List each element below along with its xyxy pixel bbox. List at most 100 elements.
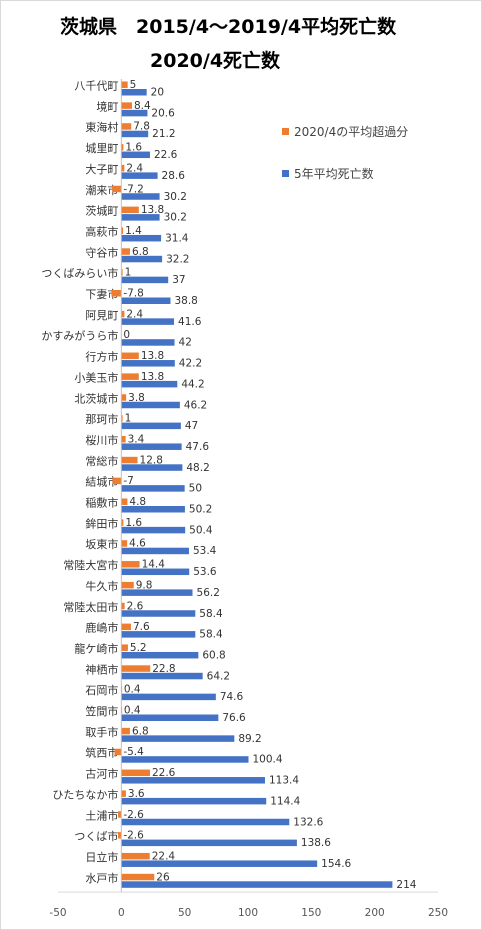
value-label-average: 21.2 <box>152 128 175 140</box>
value-label-excess: 12.8 <box>140 454 163 466</box>
category-label: 下妻市 <box>85 287 118 301</box>
value-label-average: 74.6 <box>220 691 244 703</box>
value-label-average: 53.4 <box>193 545 217 557</box>
category-label: 桜川市 <box>85 433 118 447</box>
category-label: 水戸市 <box>85 871 118 885</box>
category-label: 取手市 <box>85 725 118 739</box>
bar-average <box>121 860 318 867</box>
value-label-excess: -7.8 <box>123 288 144 300</box>
bar-average <box>121 380 178 388</box>
bar-average <box>121 443 182 450</box>
value-label-average: 58.4 <box>199 608 223 620</box>
x-tick-label: 150 <box>301 907 321 919</box>
category-label: 常陸太田市 <box>63 600 118 614</box>
category-label: かすみがうら市 <box>41 329 118 343</box>
category-label: 守谷市 <box>85 245 118 259</box>
value-label-average: 47 <box>185 420 198 432</box>
value-label-excess: -2.6 <box>123 830 144 842</box>
value-label-average: 89.2 <box>238 733 261 745</box>
bar-excess <box>112 185 122 193</box>
value-label-average: 20.6 <box>151 107 175 119</box>
category-label: 大子町 <box>85 162 118 176</box>
category-label: 筑西市 <box>85 746 118 760</box>
value-label-average: 100.4 <box>253 754 283 766</box>
value-label-excess: 13.8 <box>141 350 164 362</box>
value-label-excess: 4.8 <box>129 496 146 508</box>
bar-excess <box>121 352 139 360</box>
bar-average <box>121 651 199 659</box>
value-label-excess: 2.4 <box>126 308 143 320</box>
bar-average <box>121 151 150 159</box>
x-tick-label: 0 <box>118 907 125 919</box>
value-label-average: 60.8 <box>202 649 225 661</box>
value-label-excess: 2.4 <box>126 162 143 174</box>
bar-excess <box>121 769 150 777</box>
legend-swatch <box>282 128 289 135</box>
bar-excess <box>121 206 139 214</box>
bar-average <box>121 193 160 200</box>
bar-excess <box>121 540 128 547</box>
x-tick-label: 100 <box>238 907 258 919</box>
value-label-average: 58.4 <box>199 629 223 641</box>
category-label: 東海村 <box>85 120 118 134</box>
category-label: 高萩市 <box>85 224 118 238</box>
bar-average <box>121 672 203 680</box>
category-label: 牛久市 <box>85 579 118 593</box>
bar-excess <box>118 811 122 818</box>
bar-average <box>121 610 196 617</box>
bar-average <box>121 234 162 242</box>
bar-excess <box>121 561 140 568</box>
bar-average <box>121 568 190 576</box>
value-label-excess: 0 <box>123 329 130 341</box>
category-label: 小美玉市 <box>74 370 118 384</box>
value-label-excess: 8.4 <box>134 100 151 112</box>
bar-average <box>121 297 171 304</box>
value-label-excess: -7 <box>123 475 133 487</box>
value-label-average: 32.2 <box>166 253 189 265</box>
bar-average <box>121 735 235 742</box>
value-label-average: 30.2 <box>164 191 187 203</box>
category-label: 鹿嶋市 <box>85 621 118 635</box>
bar-average <box>121 547 189 555</box>
chart-title-line2: 2020/4死亡数 <box>150 50 281 72</box>
category-label: 古河市 <box>85 767 118 781</box>
value-label-excess: 22.8 <box>152 663 175 675</box>
value-label-average: 20 <box>151 87 164 99</box>
value-label-average: 56.2 <box>197 587 220 599</box>
bar-excess <box>121 623 131 631</box>
value-label-excess: 4.6 <box>129 538 146 550</box>
bar-excess <box>118 832 122 839</box>
value-label-average: 154.6 <box>321 858 351 870</box>
value-label-average: 113.4 <box>269 775 299 787</box>
bar-average <box>121 818 290 826</box>
bar-excess <box>121 456 138 464</box>
bar-average <box>121 526 186 534</box>
value-label-average: 50.4 <box>189 524 213 536</box>
category-label: 坂東市 <box>85 537 118 551</box>
value-label-excess: 1.4 <box>125 225 142 237</box>
value-label-average: 42.2 <box>179 358 202 370</box>
category-label: 茨城町 <box>85 204 118 218</box>
bar-average <box>121 172 158 179</box>
bar-average <box>121 360 175 367</box>
category-label: つくばみらい市 <box>41 266 118 280</box>
category-label: 笠間市 <box>85 704 118 718</box>
legend-label: 5年平均死亡数 <box>294 166 374 181</box>
bar-excess <box>121 435 126 443</box>
value-label-average: 53.6 <box>193 566 217 578</box>
x-tick-label: -50 <box>49 907 66 919</box>
value-label-excess: 3.6 <box>128 788 145 800</box>
bar-average <box>121 714 219 721</box>
bar-excess <box>121 248 130 255</box>
value-label-excess: 9.8 <box>136 579 153 591</box>
category-label: 土浦市 <box>85 808 118 822</box>
bar-excess <box>121 373 139 380</box>
value-label-average: 48.2 <box>186 462 209 474</box>
value-label-excess: 6.8 <box>132 725 149 737</box>
bar-average <box>121 506 185 513</box>
category-label: 石岡市 <box>85 683 118 697</box>
bar-excess <box>121 602 125 610</box>
bar-excess <box>114 748 122 756</box>
bar-average <box>121 777 265 784</box>
